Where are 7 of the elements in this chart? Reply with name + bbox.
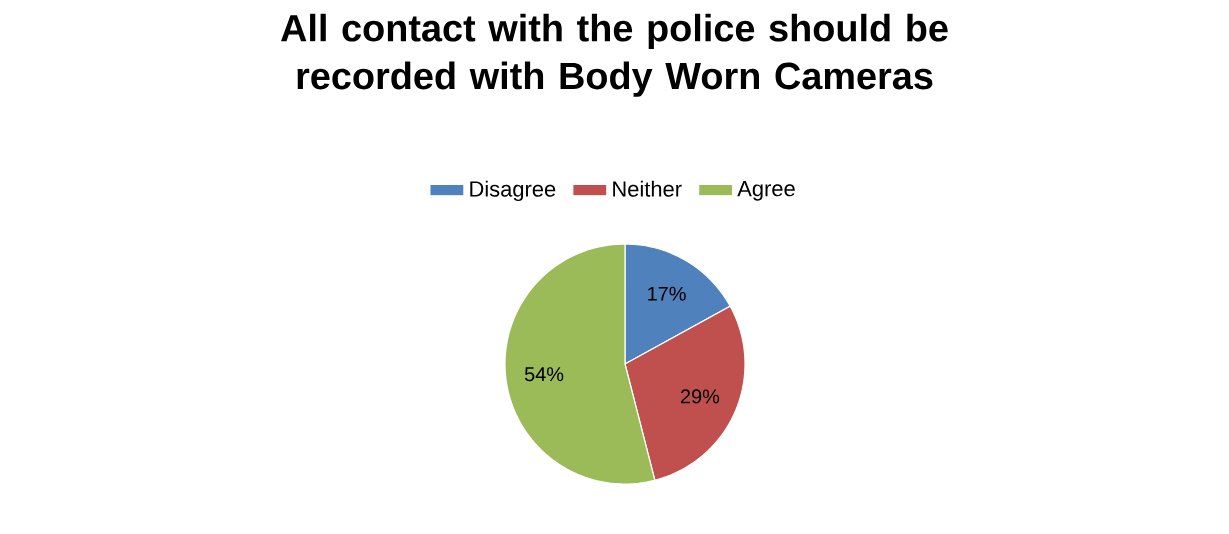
data-label: 54% (524, 367, 564, 382)
legend-label: Agree (737, 181, 795, 201)
data-label: 17% (648, 286, 686, 301)
legend-label: Neither (613, 180, 682, 197)
legend-label: Disagree (470, 180, 556, 202)
data-label: 29% (680, 389, 720, 404)
chart-title: All contact with the police should be recorded with Body Worn Cameras (281, 13, 948, 97)
